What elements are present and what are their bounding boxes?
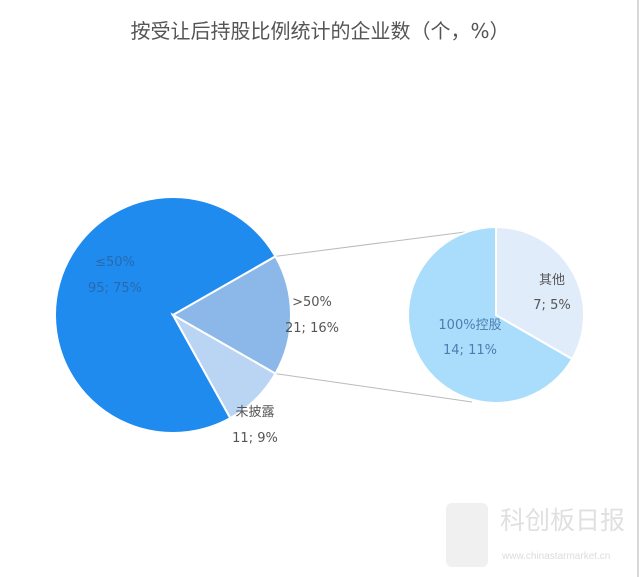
right-border	[637, 0, 639, 577]
main-slice-value: 11; 9%	[232, 431, 278, 446]
secondary-pie-slice	[495, 225, 585, 361]
connector-line-top	[275, 227, 497, 257]
watermark-logo	[446, 503, 488, 567]
secondary-slice-label: 其他	[539, 273, 565, 288]
watermark-name: 科创板日报	[500, 507, 626, 535]
main-pie-slice	[170, 312, 277, 420]
secondary-slice-value: 7; 5%	[533, 298, 570, 313]
secondary-slice-value: 14; 11%	[443, 343, 497, 358]
main-slice-label: ≤50%	[95, 255, 135, 270]
secondary-pie-slice	[407, 225, 574, 404]
main-slice-label: >50%	[292, 295, 332, 310]
main-slice-label: 未披露	[235, 405, 274, 420]
main-slice-value: 95; 75%	[88, 281, 142, 296]
connector-line-bottom	[275, 373, 473, 403]
main-pie-slice	[170, 255, 292, 375]
main-slice-value: 21; 16%	[285, 321, 339, 336]
watermark-url: www.chinastarmarket.cn	[502, 551, 611, 562]
main-pie-slice	[54, 196, 277, 434]
secondary-slice-label: 100%控股	[438, 318, 501, 333]
chart-title: 按受让后持股比例统计的企业数（个，%）	[130, 19, 510, 43]
